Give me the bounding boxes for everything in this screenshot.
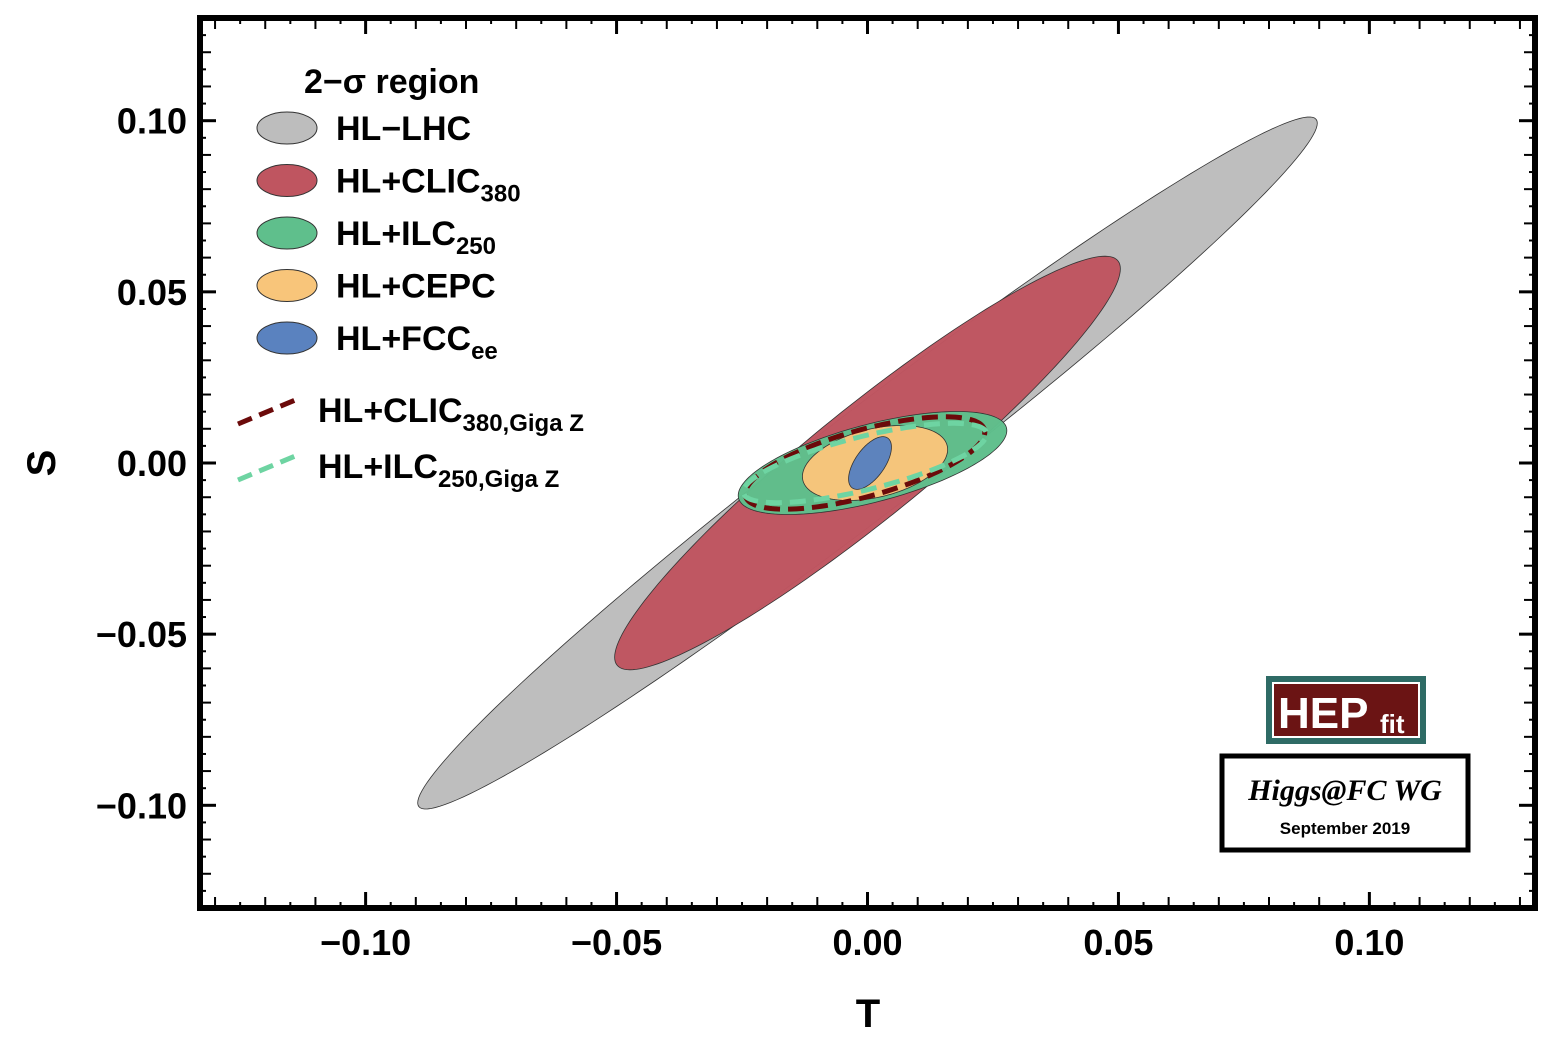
legend-label: HL+CLIC380,Giga Z (318, 392, 584, 437)
legend-label: HL+CEPC (336, 268, 496, 306)
tick-marks (200, 17, 1535, 909)
legend-swatch-dashed (237, 395, 301, 427)
y-tick-label: 0.00 (117, 443, 187, 484)
legend-label: HL+CLIC380 (336, 163, 521, 208)
working-group-stamp: Higgs@FC WG September 2019 (1219, 753, 1471, 853)
x-tick-label: −0.05 (571, 922, 662, 963)
legend-swatch-dashed (237, 451, 301, 483)
x-tick-label: 0.05 (1083, 922, 1153, 963)
x-axis-title: T (856, 992, 880, 1036)
working-group-label: Higgs@FC WG (1247, 774, 1442, 807)
stamp-date: September 2019 (1280, 819, 1410, 838)
legend-swatch (256, 269, 318, 302)
contour-hl-fccee (848, 436, 892, 490)
legend-swatch (256, 164, 318, 197)
legend-label: HL+ILC250 (336, 215, 496, 260)
x-tick-label: −0.10 (320, 922, 411, 963)
tick-labels: −0.10 −0.05 0.00 0.05 0.10 0.10 0.05 0.00 −0.05 −… (96, 101, 1405, 963)
contour-layer (417, 116, 1318, 810)
legend-label: HL+ILC250,Giga Z (318, 448, 559, 493)
legend-label: HL−LHC (336, 110, 471, 148)
hepfit-logo: HEP fit (1266, 676, 1426, 744)
y-tick-label: −0.10 (96, 785, 187, 826)
legend-title: 2−σ region (304, 63, 479, 101)
legend-swatch (256, 216, 318, 250)
legend: 2−σ region HL−LHC HL+CLIC380 HL+ILC250 HL+C… (237, 63, 584, 493)
x-tick-label: 0.10 (1334, 922, 1404, 963)
y-tick-label: 0.05 (117, 272, 187, 313)
x-tick-label: 0.00 (832, 922, 902, 963)
y-axis-title: S (20, 450, 64, 477)
contour-hl-ilc250-giga-z (740, 420, 990, 506)
logo-sub-text: fit (1380, 709, 1405, 739)
legend-swatch (256, 321, 318, 355)
legend-label: HL+FCCee (336, 320, 498, 365)
legend-swatch (256, 111, 318, 145)
y-tick-label: −0.05 (96, 614, 187, 655)
logo-main-text: HEP (1278, 689, 1368, 738)
y-tick-label: 0.10 (117, 101, 187, 142)
